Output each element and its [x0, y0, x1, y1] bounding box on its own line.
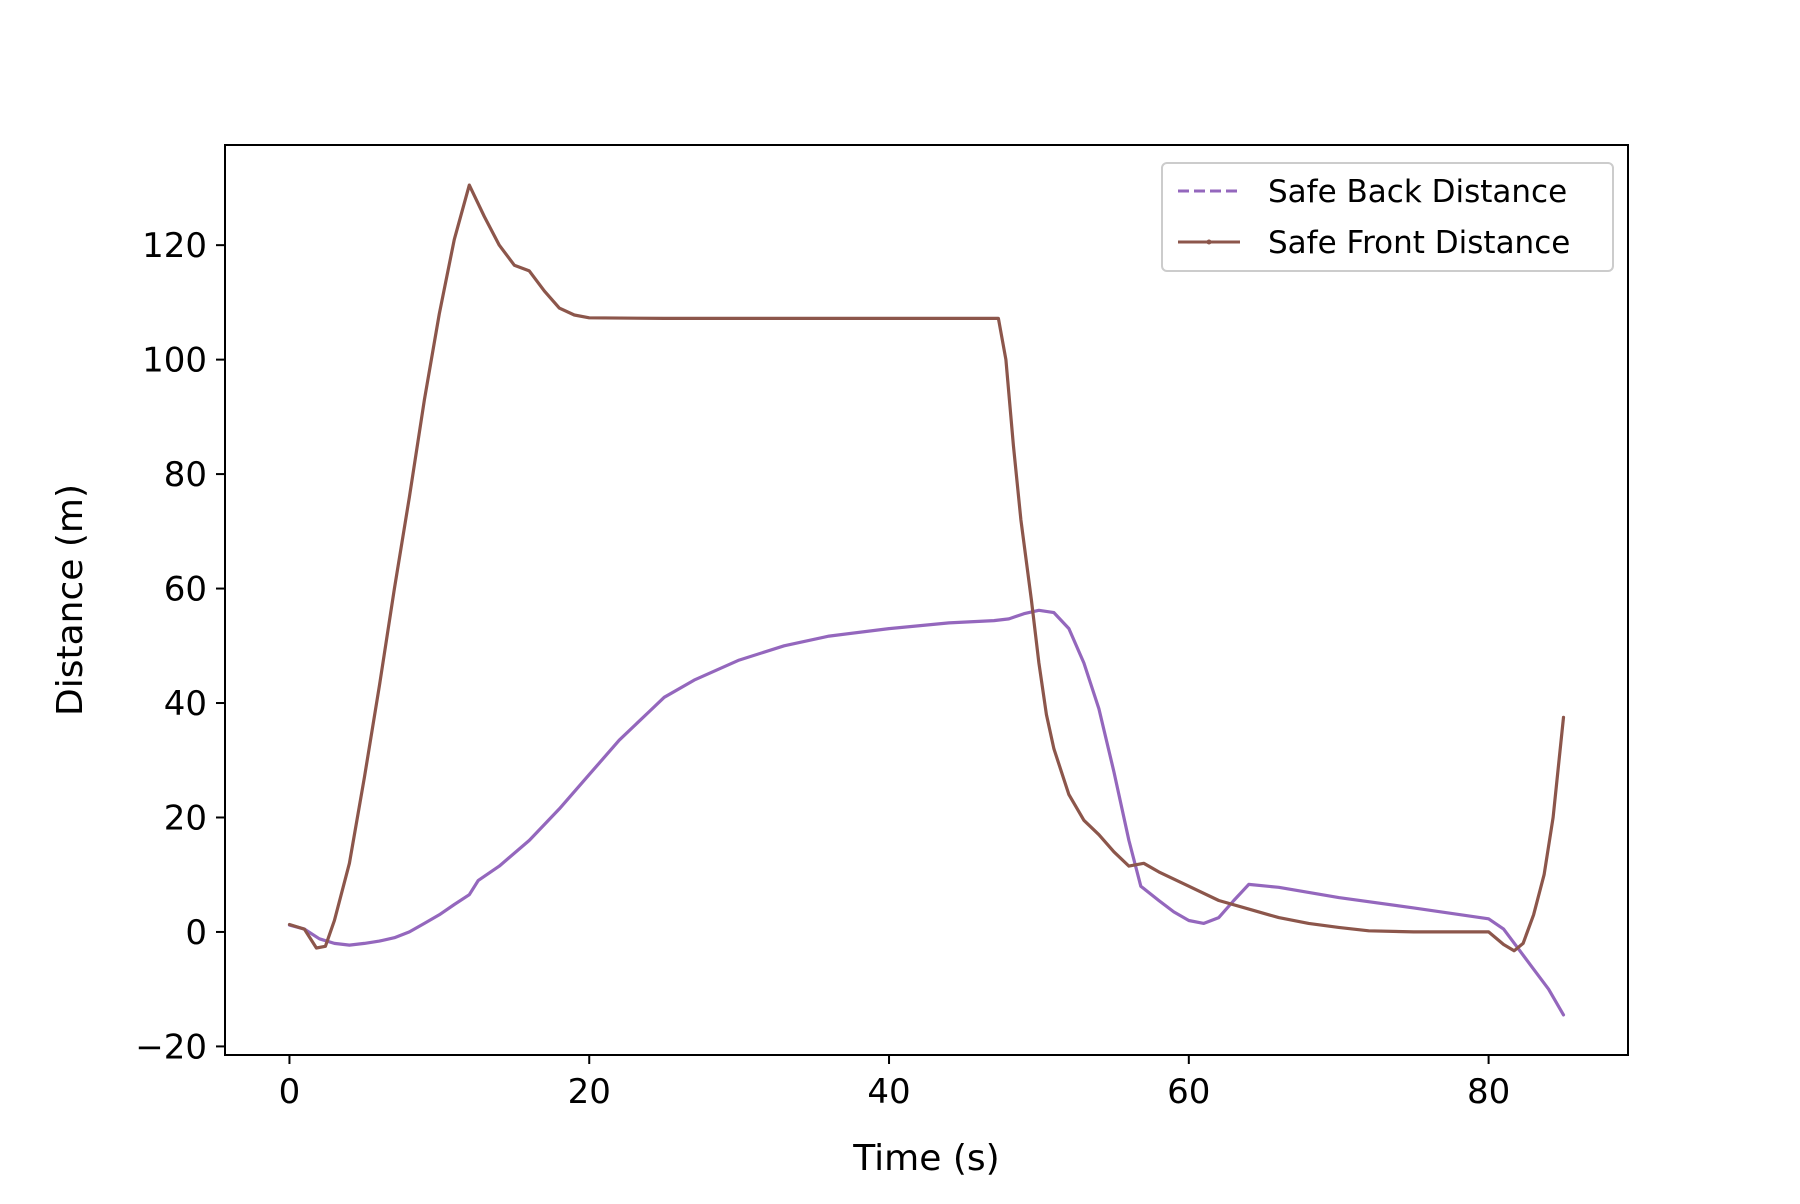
y-tick-label: 0 [185, 913, 207, 953]
series-line-1 [287, 608, 1566, 1017]
x-tick-label: 20 [568, 1072, 611, 1112]
legend-label-1: Safe Back Distance [1268, 174, 1567, 210]
series-line-2 [287, 183, 1566, 953]
y-tick-label: 60 [164, 570, 207, 610]
series-layer [287, 183, 1566, 1017]
legend-marker-2 [1206, 239, 1212, 245]
x-tick-label: 40 [867, 1072, 910, 1112]
legend-box [1161, 162, 1614, 272]
axes: 0 20 40 60 80 −20 0 20 40 60 80 100 120 Time (s) Dista… [50, 144, 1629, 1179]
y-tick-label: 100 [142, 341, 207, 381]
y-tick-label: 20 [164, 798, 207, 838]
plot-frame [224, 144, 1629, 1056]
y-tick-label: −20 [135, 1027, 207, 1067]
x-tick-label: 60 [1167, 1072, 1210, 1112]
x-tick-label: 0 [279, 1072, 301, 1112]
legend-label-2: Safe Front Distance [1268, 225, 1570, 261]
y-tick-label: 80 [164, 455, 207, 495]
y-tick-label: 40 [164, 684, 207, 724]
y-axis-label: Distance (m) [50, 484, 91, 716]
x-tick-label: 80 [1467, 1072, 1510, 1112]
x-axis-label: Time (s) [852, 1138, 999, 1179]
y-tick-label: 120 [142, 226, 207, 266]
legend: Safe Back Distance Safe Front Distance [1161, 162, 1614, 272]
